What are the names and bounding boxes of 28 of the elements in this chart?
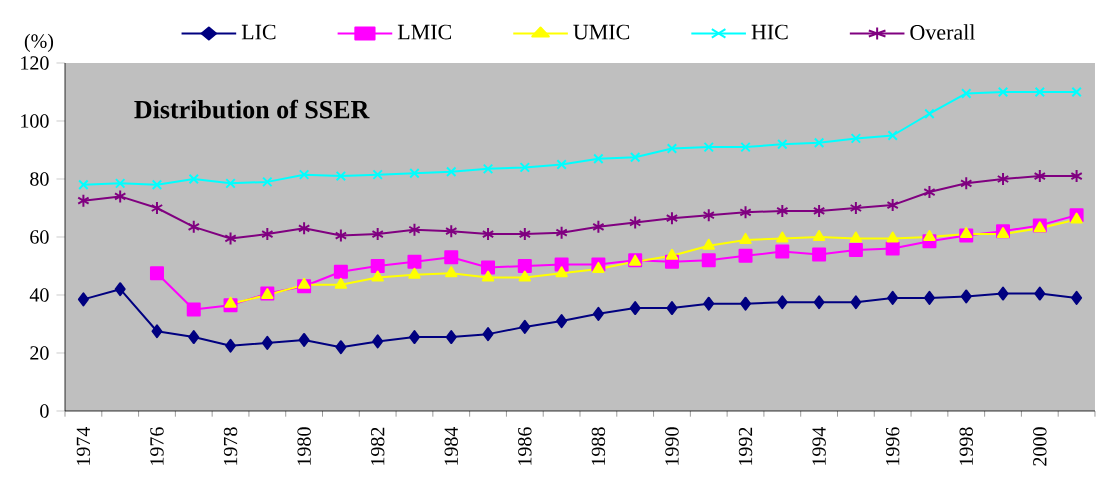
x-tick-label: 1994 [812,426,826,465]
x-tick-label: 1998 [959,427,973,465]
legend-label: Overall [910,24,975,40]
y-tick-label: 120 [21,56,49,70]
x-tick-label: 1974 [76,426,91,465]
x-tick-label: 1976 [150,427,164,465]
y-tick-label: 100 [21,114,49,128]
x-tick-label: 1996 [885,427,900,465]
x-tick-label: 1980 [297,427,311,465]
y-tick-label: 60 [30,230,49,244]
text: Distribution of SSER [134,99,370,119]
x-tick-label: 1990 [665,427,679,465]
y-tick-label: 40 [29,288,49,302]
x-tick-label: 1986 [518,427,532,465]
x-tick-label: 1984 [444,426,458,465]
y-axis-title: (%) [24,33,54,52]
legend-label: HIC [751,24,788,40]
y-tick-label: 20 [30,346,49,360]
legend-label: UMIC [573,24,630,40]
y-tick-label: 80 [30,172,49,186]
x-tick-label: 2000 [1033,427,1047,466]
x-tick-label: 1988 [591,427,606,465]
x-tick-label: 1982 [370,427,385,465]
x-tick-label: 1978 [223,427,238,465]
y-tick-label: 0 [40,404,49,418]
legend-label: LIC [241,24,276,40]
legend-label: LMIC [397,24,452,40]
x-tick-label: 1992 [738,427,753,465]
